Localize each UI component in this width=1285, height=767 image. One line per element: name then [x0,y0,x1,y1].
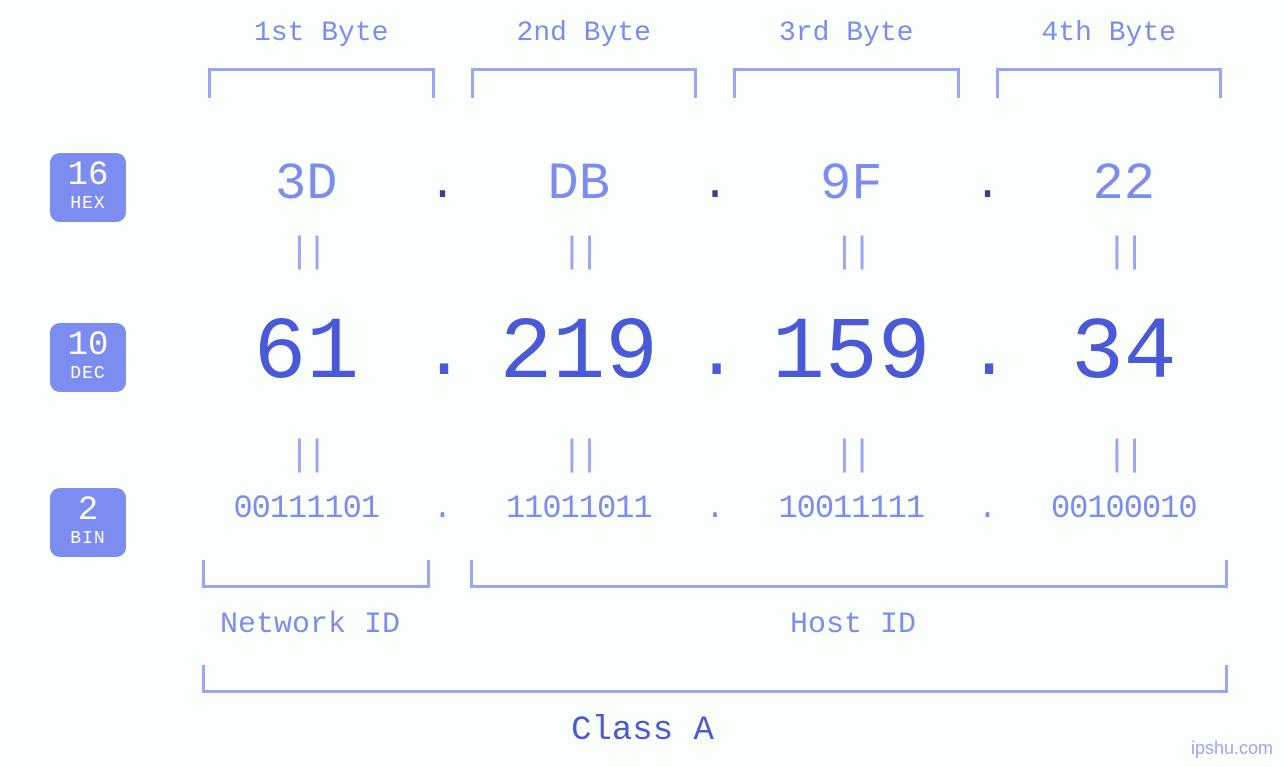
byte-header-3: 3rd Byte [715,18,978,49]
bin-row: 00111101 . 11011011 . 10011111 . 0010001… [190,490,1240,527]
hex-byte-4: 22 [1008,155,1241,214]
eq2-2: || [463,435,696,476]
hex-row: 3D . DB . 9F . 22 [190,155,1240,214]
eq1-2: || [463,232,696,273]
byte-header-4: 4th Byte [978,18,1241,49]
badge-hex-label: HEX [50,195,126,214]
dec-byte-2: 219 [463,305,696,404]
eq1-4: || [1008,232,1241,273]
top-bracket-1 [190,68,453,103]
bin-byte-4: 00100010 [1008,490,1241,527]
badge-hex: 16 HEX [50,153,126,222]
byte-header-2: 2nd Byte [453,18,716,49]
equals-row-2: || || || || [190,435,1240,476]
class-label: Class A [0,712,1285,750]
class-bracket [202,665,1228,693]
top-bracket-4 [978,68,1241,103]
netid-hostid-label-row: Network ID Host ID [190,608,1240,648]
badge-dec: 10 DEC [50,323,126,392]
host-id-bracket [470,560,1228,588]
bin-byte-2: 11011011 [463,490,696,527]
netid-hostid-bracket-row [190,560,1240,595]
dec-sep-3: . [968,314,1008,396]
hex-byte-2: DB [463,155,696,214]
bin-sep-2: . [695,490,735,527]
bin-sep-3: . [968,490,1008,527]
dec-byte-1: 61 [190,305,423,404]
class-bracket-row [190,665,1240,700]
bin-sep-1: . [423,490,463,527]
dec-sep-1: . [423,314,463,396]
byte-header-row: 1st Byte 2nd Byte 3rd Byte 4th Byte [190,18,1240,49]
badge-bin: 2 BIN [50,488,126,557]
eq1-1: || [190,232,423,273]
hex-sep-1: . [423,159,463,211]
badge-dec-label: DEC [50,365,126,384]
top-bracket-2 [453,68,716,103]
equals-row-1: || || || || [190,232,1240,273]
badge-bin-base: 2 [50,494,126,530]
eq2-4: || [1008,435,1241,476]
dec-byte-4: 34 [1008,305,1241,404]
eq1-3: || [735,232,968,273]
hex-sep-3: . [968,159,1008,211]
dec-row: 61 . 219 . 159 . 34 [190,305,1240,404]
eq2-1: || [190,435,423,476]
badge-hex-base: 16 [50,159,126,195]
byte-header-1: 1st Byte [190,18,453,49]
bin-byte-1: 00111101 [190,490,423,527]
hex-byte-3: 9F [735,155,968,214]
host-id-label: Host ID [790,608,916,642]
hex-byte-1: 3D [190,155,423,214]
network-id-label: Network ID [220,608,400,642]
top-bracket-3 [715,68,978,103]
network-id-bracket [202,560,430,588]
eq2-3: || [735,435,968,476]
top-bracket-row [190,68,1240,103]
badge-dec-base: 10 [50,329,126,365]
bin-byte-3: 10011111 [735,490,968,527]
dec-byte-3: 159 [735,305,968,404]
hex-sep-2: . [695,159,735,211]
ip-diagram: 1st Byte 2nd Byte 3rd Byte 4th Byte 16 H… [0,0,1285,767]
watermark: ipshu.com [1191,738,1273,759]
dec-sep-2: . [695,314,735,396]
badge-bin-label: BIN [50,530,126,549]
